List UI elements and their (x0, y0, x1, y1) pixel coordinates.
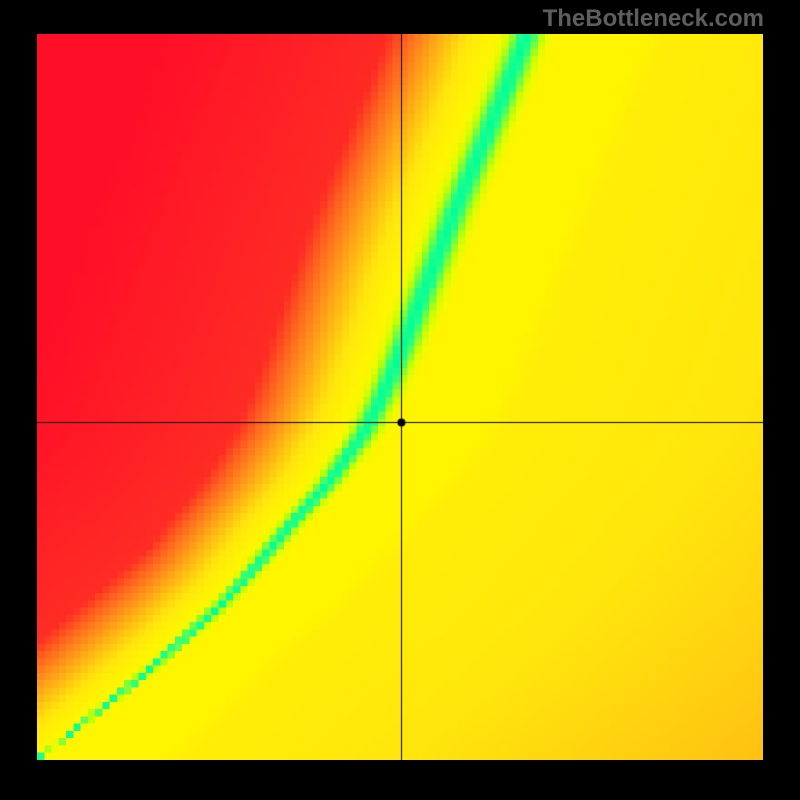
chart-container: TheBottleneck.com (0, 0, 800, 800)
bottleneck-heatmap (37, 34, 763, 760)
watermark-label: TheBottleneck.com (543, 5, 764, 33)
